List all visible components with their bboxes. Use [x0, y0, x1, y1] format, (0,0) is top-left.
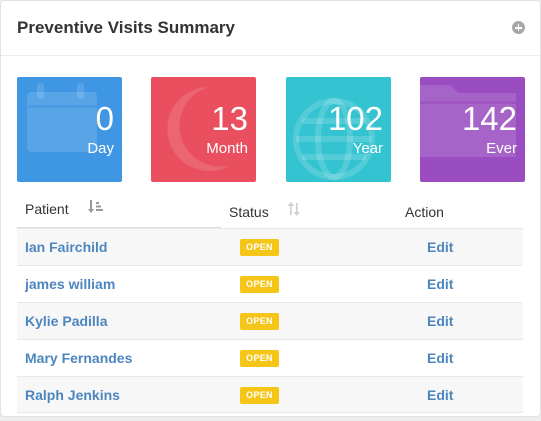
folder-icon	[420, 85, 516, 157]
edit-link[interactable]: Edit	[427, 276, 454, 292]
status-badge: OPEN	[240, 387, 279, 404]
stat-label: Day	[87, 140, 114, 157]
table-row: Ian Fairchild OPEN Edit	[17, 228, 523, 265]
stat-label: Year	[352, 140, 383, 157]
stat-value: 0	[95, 100, 114, 137]
plus-circle-icon[interactable]	[512, 21, 525, 34]
panel-title: Preventive Visits Summary	[17, 18, 235, 37]
column-header-action: Action	[405, 204, 444, 220]
status-badge: OPEN	[240, 239, 279, 256]
table-row: Ralph Jenkins OPEN Edit	[17, 376, 523, 413]
sort-icon[interactable]	[287, 202, 301, 216]
calendar-icon	[27, 83, 97, 152]
patient-name-link[interactable]: Mary Fernandes	[25, 350, 133, 366]
stat-tile-year[interactable]: 102 Year	[286, 77, 391, 182]
stat-tile-day[interactable]: 0 Day	[17, 77, 122, 182]
patient-name-link[interactable]: Kylie Padilla	[25, 313, 108, 329]
globe-icon	[293, 98, 375, 180]
stat-tile-month[interactable]: 13 Month	[151, 77, 256, 182]
stat-label: Ever	[486, 140, 517, 157]
edit-link[interactable]: Edit	[427, 387, 454, 403]
edit-link[interactable]: Edit	[427, 313, 454, 329]
patient-name-link[interactable]: james william	[25, 276, 116, 292]
edit-link[interactable]: Edit	[427, 350, 454, 366]
table-divider	[17, 412, 523, 413]
edit-link[interactable]: Edit	[427, 239, 454, 255]
column-header-status[interactable]: Status	[229, 204, 269, 220]
table-row: james william OPEN Edit	[17, 265, 523, 302]
table-row: Kylie Padilla OPEN Edit	[17, 302, 523, 339]
stat-value: 13	[211, 100, 248, 137]
sort-amount-asc-icon[interactable]	[88, 200, 104, 214]
panel-header: Preventive Visits Summary	[1, 1, 540, 56]
stat-value: 142	[461, 100, 517, 137]
stat-value: 102	[327, 100, 383, 137]
patient-name-link[interactable]: Ian Fairchild	[25, 239, 108, 255]
stat-tile-ever[interactable]: 142 Ever	[420, 77, 525, 182]
status-badge: OPEN	[240, 276, 279, 293]
column-header-patient[interactable]: Patient	[25, 201, 69, 217]
status-badge: OPEN	[240, 313, 279, 330]
status-badge: OPEN	[240, 350, 279, 367]
patient-name-link[interactable]: Ralph Jenkins	[25, 387, 120, 403]
table-row: Mary Fernandes OPEN Edit	[17, 339, 523, 376]
stat-label: Month	[206, 140, 248, 157]
moon-icon	[167, 87, 231, 171]
